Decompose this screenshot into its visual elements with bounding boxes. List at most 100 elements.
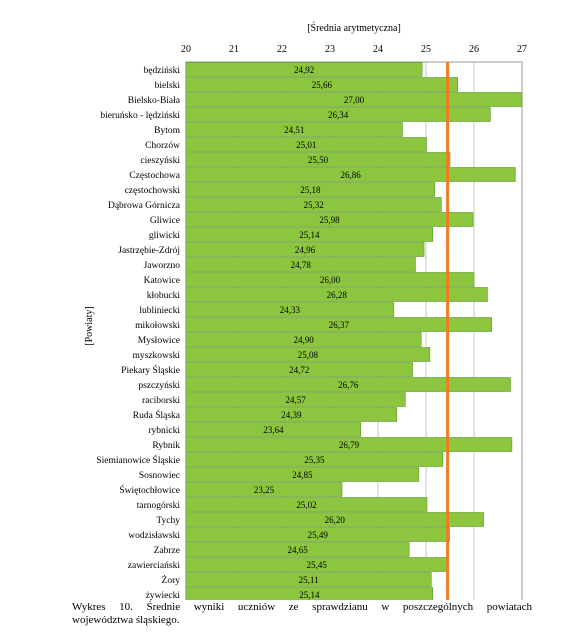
bar-35 bbox=[185, 587, 434, 600]
category-label: Ruda Śląska bbox=[133, 409, 181, 421]
bar-14 bbox=[185, 272, 475, 287]
bar-18 bbox=[185, 332, 422, 347]
category-label: myszkowski bbox=[133, 351, 181, 361]
value-label: 25,98 bbox=[319, 215, 340, 225]
bar-16 bbox=[185, 302, 395, 317]
bar-8 bbox=[185, 182, 435, 197]
bar-2 bbox=[185, 92, 523, 107]
category-label: bieruńsko - lędziński bbox=[100, 111, 180, 121]
bar-9 bbox=[185, 197, 442, 212]
value-label: 26,86 bbox=[341, 170, 362, 180]
x-axis-title: [Średnia arytmetyczna] bbox=[307, 22, 401, 34]
category-label: Jaworzno bbox=[144, 261, 181, 271]
x-tick-label: 22 bbox=[277, 44, 287, 55]
value-label: 25,32 bbox=[304, 200, 324, 210]
value-label: 25,02 bbox=[296, 500, 316, 510]
category-label: żywiecki bbox=[146, 591, 181, 600]
x-tick-label: 27 bbox=[517, 44, 527, 55]
bar-22 bbox=[185, 392, 406, 407]
bar-28 bbox=[185, 482, 343, 497]
bar-20 bbox=[185, 362, 413, 377]
category-label: Tychy bbox=[156, 516, 180, 526]
bar-21 bbox=[185, 377, 511, 392]
category-label: wodzisławski bbox=[128, 531, 180, 541]
bar-25 bbox=[185, 437, 513, 452]
category-label: lubliniecki bbox=[139, 306, 180, 316]
value-label: 25,14 bbox=[299, 590, 320, 600]
bar-1 bbox=[185, 77, 458, 92]
y-axis-title: [Powiaty] bbox=[84, 306, 95, 345]
plot-frame bbox=[185, 61, 523, 600]
bar-30 bbox=[185, 512, 484, 527]
value-label: 25,18 bbox=[300, 185, 321, 195]
value-label: 24,57 bbox=[286, 395, 307, 405]
x-tick-label: 25 bbox=[421, 44, 431, 55]
value-label: 24,65 bbox=[287, 545, 308, 555]
value-label: 27,00 bbox=[344, 95, 365, 105]
value-label: 24,92 bbox=[294, 65, 314, 75]
category-label: Rybnik bbox=[152, 441, 180, 451]
category-label: Piekary Śląskie bbox=[121, 364, 180, 376]
category-label: mikołowski bbox=[135, 321, 180, 331]
x-tick-label: 20 bbox=[181, 44, 191, 55]
bar-11 bbox=[185, 227, 434, 242]
value-label: 25,08 bbox=[298, 350, 319, 360]
value-label: 24,33 bbox=[280, 305, 301, 315]
category-label: Mysłowice bbox=[138, 336, 180, 346]
category-label: Gliwice bbox=[150, 216, 180, 226]
value-label: 25,35 bbox=[304, 455, 325, 465]
value-label: 25,01 bbox=[296, 140, 316, 150]
category-label: Sosnowiec bbox=[139, 471, 180, 481]
caption-line-2: województwa śląskiego. bbox=[72, 614, 180, 626]
category-label: Dąbrowa Górnicza bbox=[108, 201, 181, 211]
category-label: Zabrze bbox=[154, 546, 180, 556]
category-label: kłobucki bbox=[147, 291, 181, 301]
bar-23 bbox=[185, 407, 398, 422]
category-label: raciborski bbox=[142, 396, 180, 406]
value-label: 26,37 bbox=[329, 320, 350, 330]
value-label: 24,78 bbox=[291, 260, 312, 270]
value-label: 26,76 bbox=[338, 380, 359, 390]
category-label: cieszyński bbox=[140, 156, 180, 166]
value-label: 26,34 bbox=[328, 110, 349, 120]
x-tick-label: 23 bbox=[325, 44, 335, 55]
value-label: 23,64 bbox=[263, 425, 284, 435]
category-label: częstochowski bbox=[125, 186, 181, 196]
value-label: 25,50 bbox=[308, 155, 329, 165]
bar-0 bbox=[185, 62, 423, 77]
value-label: 25,49 bbox=[308, 530, 329, 540]
value-label: 24,85 bbox=[292, 470, 313, 480]
bar-24 bbox=[185, 422, 362, 437]
value-label: 25,45 bbox=[307, 560, 328, 570]
value-label: 25,66 bbox=[312, 80, 333, 90]
bar-29 bbox=[185, 497, 428, 512]
value-label: 26,28 bbox=[327, 290, 348, 300]
bar-13 bbox=[185, 257, 416, 272]
bar-32 bbox=[185, 542, 410, 557]
bar-17 bbox=[185, 317, 493, 332]
category-label: zawierciański bbox=[128, 561, 181, 571]
category-label: bielski bbox=[155, 81, 181, 91]
category-label: będziński bbox=[144, 66, 181, 76]
value-label: 24,72 bbox=[289, 365, 309, 375]
bar-6 bbox=[185, 152, 451, 167]
category-label: tarnogórski bbox=[137, 501, 181, 511]
value-label: 24,90 bbox=[293, 335, 314, 345]
bar-31 bbox=[185, 527, 450, 542]
bar-7 bbox=[185, 167, 516, 182]
figure-caption: Wykres 10. Średnie wyniki uczniów ze spr… bbox=[72, 601, 532, 627]
bar-5 bbox=[185, 137, 427, 152]
category-label: Częstochowa bbox=[129, 171, 180, 181]
category-label: Świętochłowice bbox=[119, 484, 180, 496]
bar-15 bbox=[185, 287, 488, 302]
value-label: 24,51 bbox=[284, 125, 304, 135]
x-tick-label: 24 bbox=[373, 44, 383, 55]
caption-line-1: Wykres 10. Średnie wyniki uczniów ze spr… bbox=[72, 601, 532, 613]
category-label: pszczyński bbox=[138, 381, 180, 391]
value-label: 25,14 bbox=[299, 230, 320, 240]
value-label: 26,00 bbox=[320, 275, 341, 285]
category-label: Chorzów bbox=[145, 141, 180, 151]
bar-34 bbox=[185, 572, 432, 587]
bar-27 bbox=[185, 467, 420, 482]
bar-19 bbox=[185, 347, 431, 362]
